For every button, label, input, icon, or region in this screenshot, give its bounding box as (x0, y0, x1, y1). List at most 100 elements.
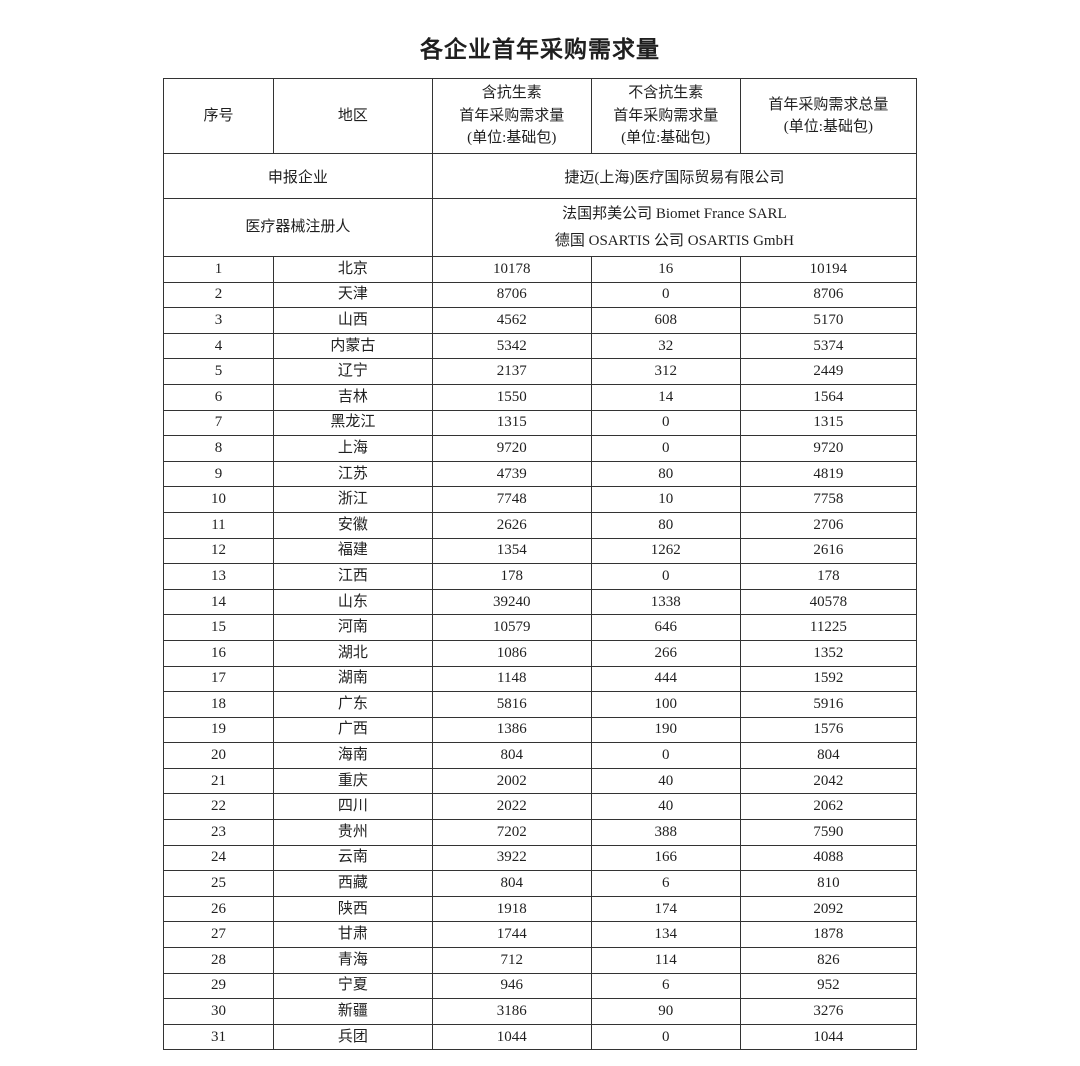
cell-region: 安徽 (272, 511, 433, 539)
cell-region: 天津 (272, 281, 433, 309)
table-row: 5 辽宁 2137 312 2449 (163, 358, 918, 385)
cell-total: 2616 (739, 537, 918, 565)
cell-without-antibiotics: 174 (590, 895, 741, 923)
cell-with-antibiotics: 10178 (431, 256, 592, 283)
cell-region: 四川 (272, 793, 433, 821)
cell-serial: 15 (163, 614, 274, 641)
cell-total: 2062 (739, 793, 918, 821)
cell-total: 826 (739, 947, 918, 974)
cell-region: 新疆 (272, 998, 433, 1025)
table-row: 31 兵团 1044 0 1044 (163, 1023, 918, 1051)
col-header-with-antibiotics: 含抗生素 首年采购需求量 (单位:基础包) (431, 78, 592, 154)
table-row: 1 北京 10178 16 10194 (163, 256, 918, 283)
cell-region: 重庆 (272, 767, 433, 795)
cell-region: 山西 (272, 307, 433, 334)
table-row: 22 四川 2022 40 2062 (163, 793, 918, 821)
cell-serial: 24 (163, 844, 274, 872)
cell-total: 1044 (739, 1023, 918, 1051)
cell-serial: 7 (163, 409, 274, 437)
cell-region: 江苏 (272, 460, 433, 488)
cell-total: 2706 (739, 511, 918, 539)
cell-without-antibiotics: 134 (590, 921, 741, 949)
table-row: 2 天津 8706 0 8706 (163, 281, 918, 309)
cell-total: 1352 (739, 639, 918, 667)
declaring-enterprise-value: 捷迈(上海)医疗国际贸易有限公司 (431, 153, 918, 199)
cell-with-antibiotics: 2002 (431, 767, 592, 795)
cell-total: 5170 (739, 307, 918, 334)
cell-region: 内蒙古 (272, 332, 433, 360)
cell-total: 8706 (739, 281, 918, 309)
cell-with-antibiotics: 2022 (431, 793, 592, 821)
cell-with-antibiotics: 804 (431, 742, 592, 769)
cell-serial: 9 (163, 460, 274, 488)
cell-region: 湖北 (272, 639, 433, 667)
cell-serial: 10 (163, 486, 274, 513)
cell-without-antibiotics: 0 (590, 435, 741, 462)
cell-with-antibiotics: 1386 (431, 716, 592, 744)
cell-total: 2042 (739, 767, 918, 795)
cell-with-antibiotics: 8706 (431, 281, 592, 309)
cell-serial: 23 (163, 819, 274, 846)
cell-with-antibiotics: 1315 (431, 409, 592, 437)
table-row: 29 宁夏 946 6 952 (163, 972, 918, 1000)
page-title: 各企业首年采购需求量 (420, 37, 660, 62)
cell-with-antibiotics: 2137 (431, 358, 592, 385)
cell-without-antibiotics: 1338 (590, 588, 741, 616)
cell-region: 浙江 (272, 486, 433, 513)
cell-without-antibiotics: 0 (590, 1023, 741, 1051)
cell-serial: 12 (163, 537, 274, 565)
cell-total: 5374 (739, 332, 918, 360)
cell-region: 广东 (272, 691, 433, 718)
cell-without-antibiotics: 14 (590, 383, 741, 411)
cell-serial: 14 (163, 588, 274, 616)
cell-with-antibiotics: 1918 (431, 895, 592, 923)
registrant-label: 医疗器械注册人 (163, 198, 433, 257)
cell-without-antibiotics: 6 (590, 870, 741, 897)
table-row: 6 吉林 1550 14 1564 (163, 383, 918, 411)
cell-with-antibiotics: 5816 (431, 691, 592, 718)
table-body: 1 北京 10178 16 10194 2 天津 8706 0 8706 3 山… (163, 256, 918, 1051)
cell-serial: 11 (163, 511, 274, 539)
cell-total: 4088 (739, 844, 918, 872)
cell-serial: 6 (163, 383, 274, 411)
cell-total: 9720 (739, 435, 918, 462)
cell-without-antibiotics: 0 (590, 742, 741, 769)
cell-without-antibiotics: 608 (590, 307, 741, 334)
table-row: 17 湖南 1148 444 1592 (163, 665, 918, 693)
cell-region: 吉林 (272, 383, 433, 411)
cell-without-antibiotics: 80 (590, 511, 741, 539)
table-row: 14 山东 39240 1338 40578 (163, 588, 918, 616)
cell-with-antibiotics: 3186 (431, 998, 592, 1025)
cell-total: 804 (739, 742, 918, 769)
cell-serial: 2 (163, 281, 274, 309)
cell-with-antibiotics: 9720 (431, 435, 592, 462)
col-header-total: 首年采购需求总量 (单位:基础包) (739, 78, 918, 154)
cell-region: 青海 (272, 947, 433, 974)
cell-with-antibiotics: 1550 (431, 383, 592, 411)
cell-without-antibiotics: 6 (590, 972, 741, 1000)
cell-total: 3276 (739, 998, 918, 1025)
cell-region: 陕西 (272, 895, 433, 923)
cell-region: 宁夏 (272, 972, 433, 1000)
cell-with-antibiotics: 7202 (431, 819, 592, 846)
cell-without-antibiotics: 266 (590, 639, 741, 667)
cell-without-antibiotics: 388 (590, 819, 741, 846)
table-row: 27 甘肃 1744 134 1878 (163, 921, 918, 949)
table-row: 25 西藏 804 6 810 (163, 870, 918, 897)
cell-without-antibiotics: 10 (590, 486, 741, 513)
cell-region: 江西 (272, 563, 433, 590)
cell-total: 4819 (739, 460, 918, 488)
cell-serial: 3 (163, 307, 274, 334)
cell-region: 湖南 (272, 665, 433, 693)
cell-total: 11225 (739, 614, 918, 641)
cell-region: 云南 (272, 844, 433, 872)
cell-serial: 1 (163, 256, 274, 283)
table-row: 26 陕西 1918 174 2092 (163, 895, 918, 923)
table-row: 28 青海 712 114 826 (163, 947, 918, 974)
cell-total: 7590 (739, 819, 918, 846)
cell-with-antibiotics: 4739 (431, 460, 592, 488)
cell-serial: 17 (163, 665, 274, 693)
cell-without-antibiotics: 16 (590, 256, 741, 283)
cell-with-antibiotics: 3922 (431, 844, 592, 872)
